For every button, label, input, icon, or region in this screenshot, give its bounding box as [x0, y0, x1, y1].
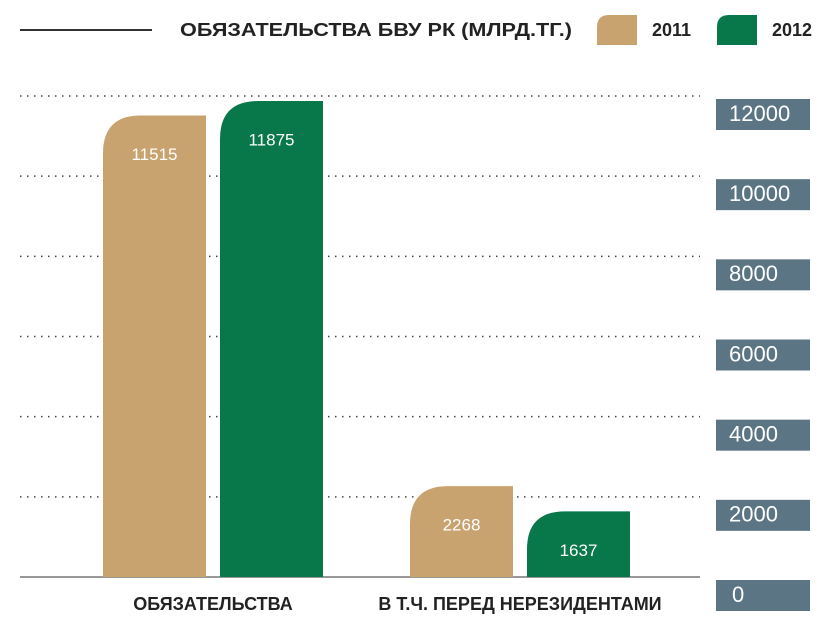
- legend-label: 2012: [772, 20, 812, 40]
- y-tick-box: [716, 499, 810, 531]
- y-tick-label: 6000: [729, 341, 778, 366]
- y-tick-label: 4000: [729, 421, 778, 446]
- bar: [103, 115, 206, 577]
- legend-swatch: [597, 15, 637, 45]
- x-tick-label: В Т.Ч. ПЕРЕД НЕРЕЗИДЕНТАМИ: [378, 594, 661, 614]
- chart-title: ОБЯЗАТЕЛЬСТВА БВУ РК (МЛРД.ТГ.): [180, 20, 572, 40]
- y-tick-box: [716, 179, 810, 211]
- bar: [527, 511, 630, 577]
- y-tick-box: [716, 259, 810, 291]
- value-label: 1637: [560, 541, 598, 560]
- bar: [220, 101, 323, 578]
- y-tick-box: [716, 419, 810, 451]
- y-tick-label: 10000: [729, 181, 790, 206]
- value-label: 11515: [131, 145, 177, 164]
- y-tick-label: 12000: [729, 101, 790, 126]
- y-tick-label: 0: [732, 582, 744, 607]
- y-tick-label: 2000: [729, 502, 778, 527]
- legend-label: 2011: [652, 20, 691, 40]
- legend-swatch: [717, 15, 757, 45]
- y-tick-label: 8000: [729, 261, 778, 286]
- x-tick-label: ОБЯЗАТЕЛЬСТВА: [133, 594, 293, 614]
- value-label: 2268: [443, 516, 481, 535]
- value-label: 11875: [248, 130, 294, 149]
- y-tick-box: [716, 339, 810, 371]
- bar: [410, 486, 513, 577]
- y-tick-box: [716, 580, 810, 611]
- y-tick-box: [716, 99, 810, 130]
